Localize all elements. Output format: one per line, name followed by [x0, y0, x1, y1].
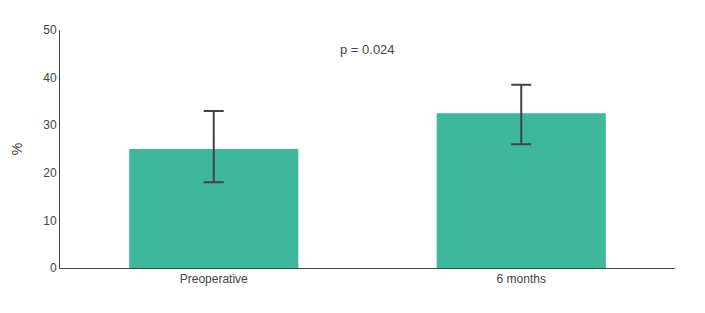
svg-text:40: 40	[43, 71, 57, 85]
svg-text:Preoperative: Preoperative	[180, 272, 248, 286]
svg-text:10: 10	[43, 214, 57, 228]
svg-text:50: 50	[43, 23, 57, 37]
svg-text:20: 20	[43, 166, 57, 180]
svg-text:%: %	[9, 143, 25, 155]
svg-text:0: 0	[50, 261, 57, 275]
svg-text:30: 30	[43, 118, 57, 132]
svg-text:p = 0.024: p = 0.024	[340, 42, 395, 57]
svg-text:6 months: 6 months	[497, 272, 546, 286]
